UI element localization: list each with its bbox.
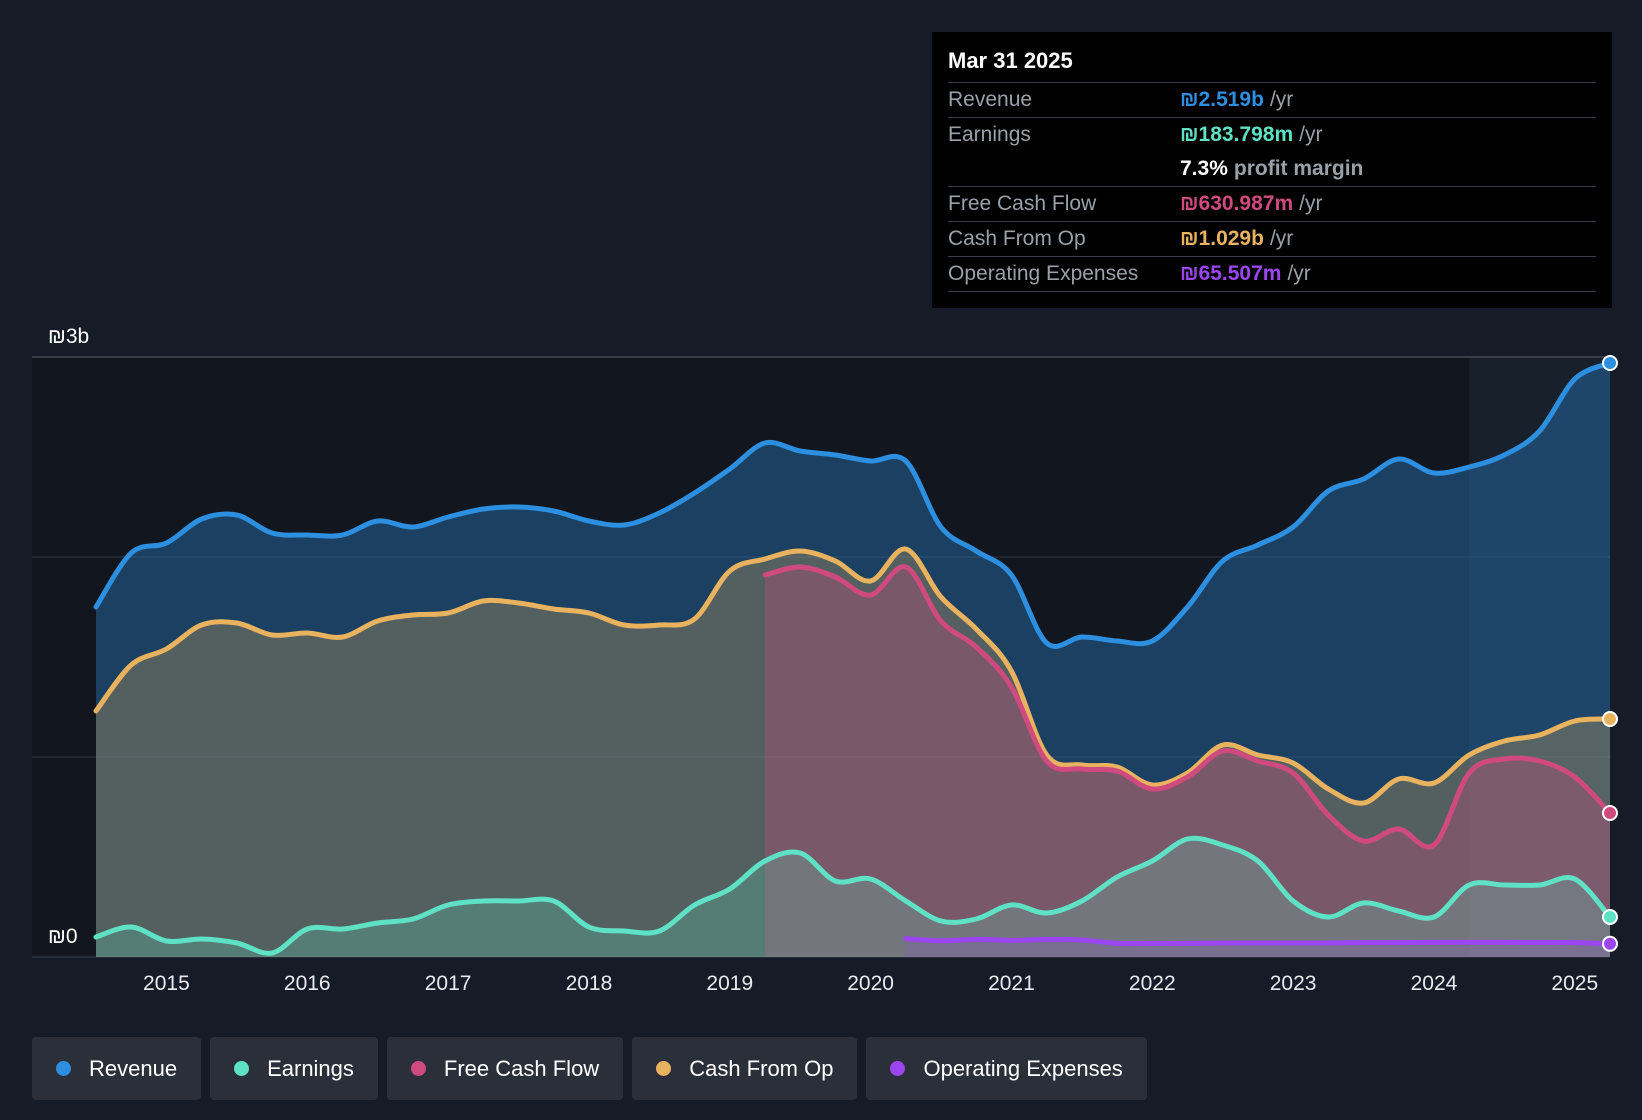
tooltip-value: ₪630.987m [1180, 192, 1294, 215]
opex-line [903, 936, 1613, 947]
cfo-dot-icon [656, 1061, 672, 1076]
series-endpoints [1602, 355, 1618, 952]
legend-item-free-cash-flow[interactable]: Free Cash Flow [386, 1037, 624, 1100]
gridlines [32, 356, 1610, 958]
tooltip-label: Operating Expenses [948, 262, 1139, 285]
x-tick-label: 2021 [988, 972, 1035, 995]
tooltip-unit: /yr [1299, 123, 1323, 146]
x-tick-label: 2019 [706, 972, 753, 995]
legend-label: Revenue [89, 1055, 178, 1081]
legend-label: Operating Expenses [923, 1055, 1123, 1081]
y-tick-label: ₪0 [48, 925, 78, 948]
revenue-dot-icon [56, 1061, 71, 1076]
tooltip-label: Revenue [948, 88, 1033, 111]
legend-item-earnings[interactable]: Earnings [210, 1037, 378, 1100]
tooltip-row-earnings: Earnings ₪183.798m /yr [948, 118, 1596, 152]
tooltip-row-fcf: Free Cash Flow ₪630.987m /yr [948, 187, 1596, 222]
earnings-endpoint [1602, 909, 1618, 925]
tooltip-value: ₪183.798m [1180, 123, 1294, 146]
opex-endpoint [1602, 935, 1618, 952]
y-tick-label: ₪3b [48, 325, 89, 348]
tooltip-unit: /yr [1299, 192, 1323, 215]
y-axis: ₪3b ₪0 [48, 325, 89, 948]
tooltip-panel: Mar 31 2025 Revenue ₪2.519b /yr Earnings… [932, 32, 1612, 308]
tooltip-value: ₪65.507m [1180, 262, 1282, 285]
x-tick-label: 2017 [425, 972, 472, 995]
x-tick-label: 2022 [1129, 972, 1176, 995]
cfo-area [96, 548, 1610, 957]
legend-label: Free Cash Flow [443, 1055, 600, 1081]
tooltip-unit: profit margin [1233, 157, 1364, 180]
x-tick-label: 2024 [1411, 972, 1458, 995]
fcf-endpoint [1602, 805, 1618, 821]
x-axis: 2015 2016 2017 2018 2019 2020 2021 2022 2023 2024… [143, 972, 1598, 995]
cfo-endpoint [1602, 711, 1618, 727]
earnings-dot-icon [234, 1061, 250, 1076]
forecast-highlight-band [1469, 357, 1610, 957]
earnings-area [96, 838, 1610, 957]
legend-item-operating-expenses[interactable]: Operating Expenses [866, 1037, 1147, 1100]
legend-label: Cash From Op [689, 1055, 834, 1081]
x-tick-label: 2016 [284, 972, 331, 995]
opex-dot-icon [890, 1061, 906, 1076]
tooltip-row-cfo: Cash From Op ₪1.029b /yr [948, 222, 1596, 257]
series-lines [93, 360, 1613, 956]
tooltip-value: ₪2.519b [1180, 88, 1264, 111]
x-tick-label: 2025 [1551, 972, 1598, 995]
legend: Revenue Earnings Free Cash Flow Cash Fro… [32, 1037, 1147, 1100]
fcf-dot-icon [410, 1061, 426, 1076]
tooltip-value: ₪1.029b [1180, 227, 1264, 250]
x-tick-label: 2020 [847, 972, 894, 995]
tooltip-unit: /yr [1269, 88, 1294, 111]
legend-item-revenue[interactable]: Revenue [32, 1037, 202, 1100]
tooltip-value: 7.3% [1180, 157, 1228, 180]
tooltip-row-opex: Operating Expenses ₪65.507m /yr [948, 257, 1596, 292]
x-tick-label: 2018 [566, 972, 613, 995]
revenue-endpoint [1602, 355, 1618, 371]
x-tick-label: 2015 [143, 972, 190, 995]
fcf-area [765, 566, 1610, 957]
tooltip-label: Free Cash Flow [948, 192, 1097, 215]
tooltip-row-profit-margin: 7.3% profit margin [948, 152, 1596, 187]
tooltip-unit: /yr [1269, 227, 1294, 250]
fcf-line [762, 564, 1613, 850]
plot-background [32, 357, 1610, 957]
tooltip-label: Earnings [948, 123, 1031, 146]
revenue-line [93, 360, 1613, 649]
legend-item-cash-from-op[interactable]: Cash From Op [632, 1037, 858, 1100]
x-tick-label: 2023 [1270, 972, 1317, 995]
tooltip-row-revenue: Revenue ₪2.519b /yr [948, 83, 1596, 118]
legend-label: Earnings [267, 1055, 354, 1081]
cfo-line [93, 546, 1613, 806]
tooltip-label: Cash From Op [948, 227, 1086, 250]
earnings-line [93, 835, 1613, 956]
tooltip-unit: /yr [1287, 262, 1311, 285]
tooltip-label [948, 152, 1180, 186]
tooltip-date: Mar 31 2025 [948, 46, 1596, 83]
